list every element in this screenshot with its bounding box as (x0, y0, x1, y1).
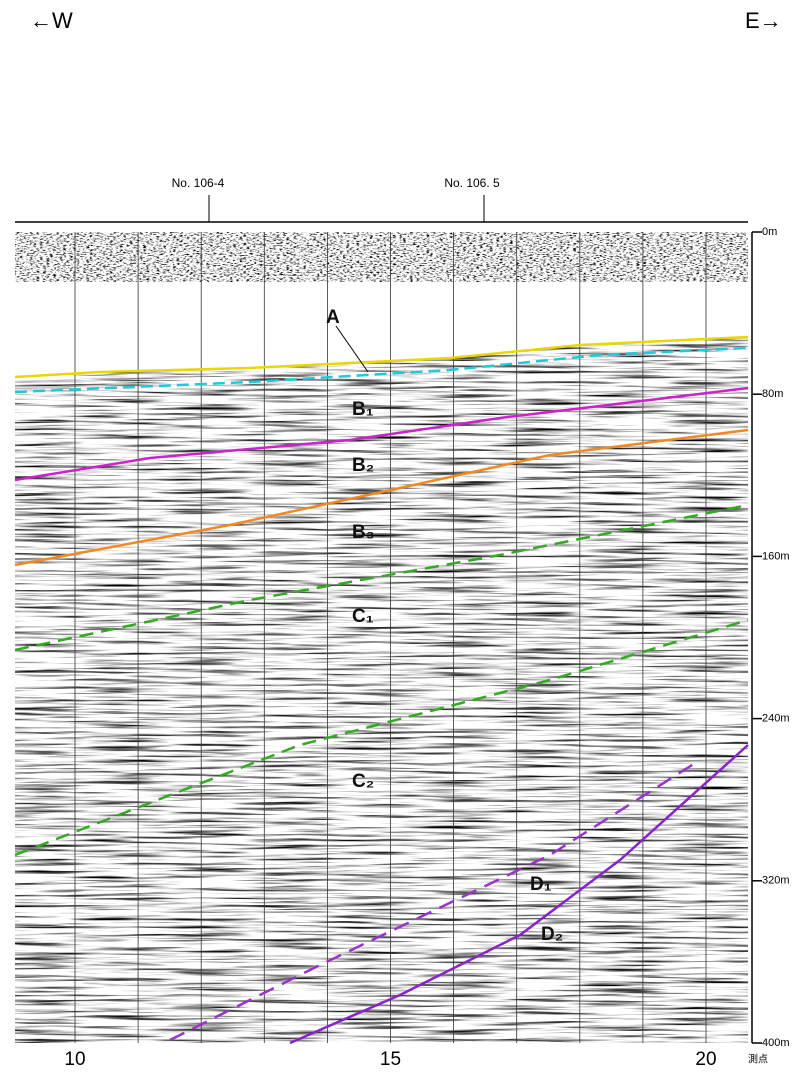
west-label: ←W (30, 8, 73, 33)
horizon-d1 (169, 758, 701, 1042)
station-tick-label: 15 (380, 1049, 401, 1070)
depth-tick-label: 240m (762, 713, 790, 725)
horizon-label: B₁ (352, 399, 374, 420)
horizons (14, 335, 749, 1045)
horizon-label: D₂ (541, 924, 563, 945)
depth-tick-label: 80m (762, 388, 783, 400)
seismic-texture (15, 337, 748, 1043)
horizon-c1-top (14, 503, 749, 652)
horizon-label: B₃ (352, 522, 375, 543)
horizon-label: B₂ (352, 455, 374, 476)
depth-tick-label: 320m (762, 875, 790, 887)
horizon-a (14, 335, 749, 379)
station-axis-label: 測点 (748, 1053, 768, 1066)
horizon-label: C₁ (352, 606, 374, 627)
line-marker: No. 106. 5 (444, 176, 500, 190)
depth-tick-label: 400m (762, 1037, 790, 1049)
horizon-d2 (289, 744, 749, 1045)
east-label: E→ (745, 8, 782, 33)
line-marker: No. 106-4 (172, 176, 225, 190)
depth-tick-label: 0m (762, 226, 777, 238)
leader-line (335, 325, 369, 373)
depth-tick-label: 160m (762, 550, 790, 562)
water-reverb (15, 232, 748, 282)
horizon-b3-top (14, 428, 749, 567)
horizon-b1-top (14, 346, 749, 394)
horizon-b2-top (14, 386, 749, 482)
horizon-c2-top (14, 618, 749, 857)
horizon-label: A (326, 307, 340, 328)
station-lines (74, 232, 707, 1043)
horizon-label: D₁ (530, 874, 552, 895)
station-tick-label: 20 (695, 1049, 716, 1070)
horizon-label: C₂ (352, 771, 374, 792)
station-tick-label: 10 (64, 1049, 85, 1070)
